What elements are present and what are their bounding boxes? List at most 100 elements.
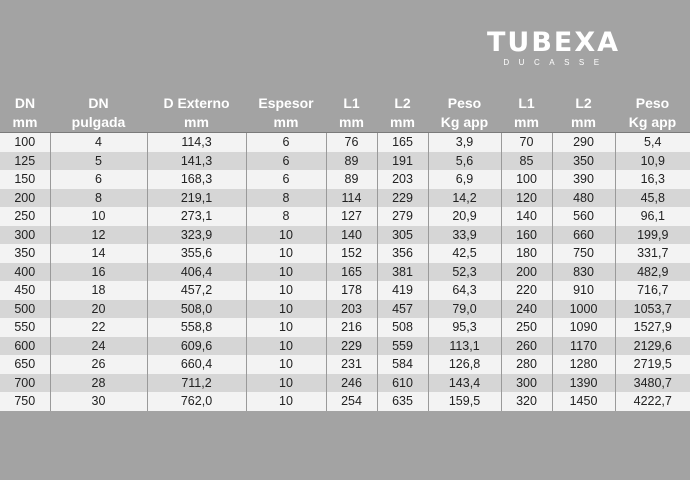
table-row: 450 18 457,2 10 178 419 64,3 220 910 716,7	[0, 281, 690, 300]
table-cell: 320	[501, 392, 553, 411]
table-cell: 6	[50, 170, 148, 189]
table-cell: 24	[50, 336, 148, 355]
table-cell: 240	[501, 299, 553, 318]
header-cell: Peso	[428, 94, 501, 113]
table-cell: 700	[0, 373, 51, 392]
table-cell: 10	[246, 262, 327, 281]
table-cell: 22	[50, 318, 148, 337]
table-cell: 8	[50, 188, 148, 207]
table-cell: 508,0	[147, 299, 247, 318]
table-cell: 33,9	[428, 225, 502, 244]
table-cell: 500	[0, 299, 51, 318]
header-cell: DN	[50, 94, 147, 113]
table-cell: 650	[0, 355, 51, 374]
table-row: 350 14 355,6 10 152 356 42,5 180 750 331,7	[0, 244, 690, 263]
table-cell: 10	[246, 299, 327, 318]
table-cell: 165	[326, 262, 378, 281]
header-cell: DN	[0, 94, 50, 113]
table-cell: 350	[552, 151, 616, 170]
table-cell: 30	[50, 392, 148, 411]
table-cell: 10	[246, 318, 327, 337]
table-cell: 559	[377, 336, 429, 355]
table-cell: 76	[326, 132, 378, 152]
header-cell: L1	[501, 94, 552, 113]
table-cell: 6	[246, 132, 327, 152]
header-unit: Kg app	[428, 113, 501, 133]
table-cell: 3,9	[428, 132, 502, 152]
table-cell: 250	[501, 318, 553, 337]
table-cell: 100	[0, 132, 51, 152]
table-cell: 6	[246, 170, 327, 189]
table-cell: 635	[377, 392, 429, 411]
table-cell: 14	[50, 244, 148, 263]
table-cell: 141,3	[147, 151, 247, 170]
header-cell: L1	[326, 94, 377, 113]
table-cell: 180	[501, 244, 553, 263]
table-cell: 4222,7	[615, 392, 690, 411]
table-cell: 20,9	[428, 207, 502, 226]
table-cell: 300	[0, 225, 51, 244]
table-cell: 830	[552, 262, 616, 281]
table-body: 100 4 114,3 6 76 165 3,9 70 290 5,4 125 5 141,3 6 89 19…	[0, 132, 690, 411]
table-cell: 64,3	[428, 281, 502, 300]
table-row: 125 5 141,3 6 89 191 5,6 85 350 10,9	[0, 151, 690, 170]
table-cell: 10	[246, 244, 327, 263]
table-cell: 114,3	[147, 132, 247, 152]
table-cell: 168,3	[147, 170, 247, 189]
table-cell: 100	[501, 170, 553, 189]
table-cell: 3480,7	[615, 373, 690, 392]
table-cell: 26	[50, 355, 148, 374]
header-cell: Espesor	[246, 94, 326, 113]
header-unit: mm	[246, 113, 326, 133]
header-row-2: mm pulgada mm mm mm mm Kg app mm mm Kg a…	[0, 113, 690, 133]
table-cell: 216	[326, 318, 378, 337]
table-cell: 219,1	[147, 188, 247, 207]
table-cell: 113,1	[428, 336, 502, 355]
header-cell: Peso	[615, 94, 690, 113]
table-cell: 350	[0, 244, 51, 263]
table-cell: 260	[501, 336, 553, 355]
table-cell: 1280	[552, 355, 616, 374]
table-cell: 16,3	[615, 170, 690, 189]
table-cell: 5	[50, 151, 148, 170]
header-unit: mm	[0, 113, 50, 133]
table-cell: 229	[377, 188, 429, 207]
table-cell: 152	[326, 244, 378, 263]
table-cell: 400	[0, 262, 51, 281]
table-cell: 42,5	[428, 244, 502, 263]
table-cell: 200	[501, 262, 553, 281]
table-cell: 457	[377, 299, 429, 318]
table-cell: 762,0	[147, 392, 247, 411]
dimensions-table: DN DN D Externo Espesor L1 L2 Peso L1 L2…	[0, 94, 690, 411]
table-cell: 1000	[552, 299, 616, 318]
header-cell: L2	[552, 94, 615, 113]
table-cell: 1053,7	[615, 299, 690, 318]
table-cell: 246	[326, 373, 378, 392]
table-cell: 323,9	[147, 225, 247, 244]
header-unit: mm	[377, 113, 428, 133]
table-cell: 1170	[552, 336, 616, 355]
table-cell: 300	[501, 373, 553, 392]
table-cell: 200	[0, 188, 51, 207]
table-cell: 254	[326, 392, 378, 411]
header-unit: pulgada	[50, 113, 147, 133]
table-cell: 750	[552, 244, 616, 263]
table-cell: 390	[552, 170, 616, 189]
table-cell: 584	[377, 355, 429, 374]
table-cell: 1527,9	[615, 318, 690, 337]
table-cell: 279	[377, 207, 429, 226]
table-cell: 550	[0, 318, 51, 337]
table-cell: 381	[377, 262, 429, 281]
header-row-1: DN DN D Externo Espesor L1 L2 Peso L1 L2…	[0, 94, 690, 113]
table-cell: 5,4	[615, 132, 690, 152]
table-cell: 10,9	[615, 151, 690, 170]
table-cell: 220	[501, 281, 553, 300]
table-cell: 482,9	[615, 262, 690, 281]
table-cell: 355,6	[147, 244, 247, 263]
table-cell: 10	[246, 281, 327, 300]
table-cell: 406,4	[147, 262, 247, 281]
table-cell: 18	[50, 281, 148, 300]
table-cell: 480	[552, 188, 616, 207]
table-cell: 910	[552, 281, 616, 300]
table-cell: 660	[552, 225, 616, 244]
